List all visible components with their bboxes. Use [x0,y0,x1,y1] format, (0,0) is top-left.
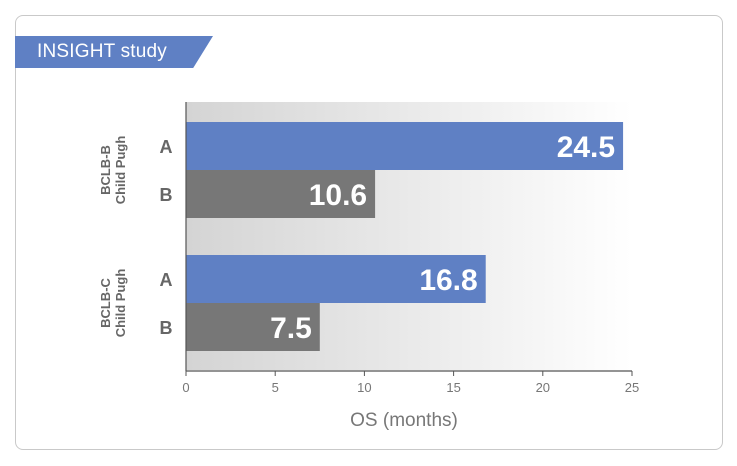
category-label: B [160,318,173,338]
bar [186,303,320,351]
bar-value-label: 16.8 [419,264,477,297]
group-label-line: Child Pugh [113,269,128,338]
x-tick-label: 0 [182,380,189,395]
bar-value-label: 24.5 [557,131,615,164]
group-label: BCLB-BChild Pugh [98,136,128,205]
x-tick-label: 15 [446,380,460,395]
bar-value-label: 7.5 [270,312,312,345]
x-tick-label: 25 [625,380,639,395]
category-label: A [160,137,173,157]
group-label-line: Child Pugh [113,136,128,205]
x-tick-label: 5 [272,380,279,395]
x-tick-label: 10 [357,380,371,395]
category-label: B [160,185,173,205]
x-tick-label: 20 [536,380,550,395]
group-label-line: BCLB-B [98,145,113,195]
bar [186,255,486,303]
chart-title: INSIGHT study [15,36,213,68]
bar [186,122,624,170]
bar [186,170,376,218]
group-label-line: BCLB-C [98,277,113,327]
group-label: BCLB-CChild Pugh [98,269,128,338]
x-axis-label: OS (months) [350,410,458,431]
bar-value-label: 10.6 [309,179,367,212]
category-label: A [160,270,173,290]
